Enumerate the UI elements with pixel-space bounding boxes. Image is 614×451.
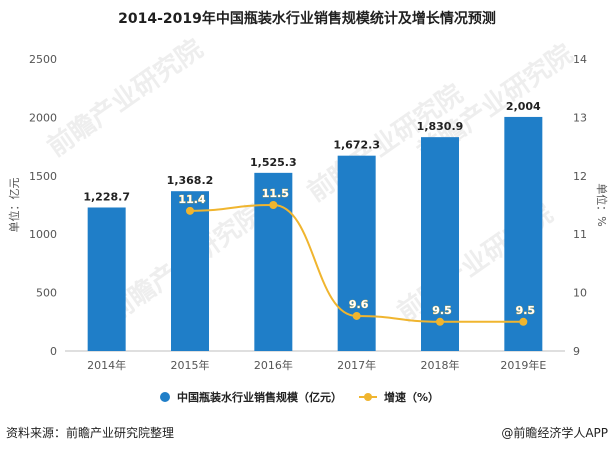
right-y-axis: 9 10 11 12 13 14 bbox=[573, 53, 587, 358]
left-y-tick-label: 2500 bbox=[29, 53, 57, 66]
bar-value-label: 1,830.9 bbox=[417, 120, 464, 133]
line-series: 11.4 11.5 9.6 9.5 9.5 bbox=[178, 187, 535, 326]
bar-value-label: 1,228.7 bbox=[83, 190, 130, 203]
growth-point bbox=[186, 206, 194, 215]
legend-line-label: 增速（%） bbox=[384, 390, 439, 404]
growth-value-label: 11.4 bbox=[178, 193, 205, 206]
bar bbox=[337, 155, 376, 351]
bar-series: 1,228.7 1,368.2 1,525.3 1,672.3 1,830.9 2,004 bbox=[83, 100, 543, 351]
growth-value-label: 9.5 bbox=[432, 304, 452, 317]
x-tick-label: 2015年 bbox=[171, 358, 210, 372]
x-tick-label: 2014年 bbox=[87, 358, 126, 372]
growth-value-label: 11.5 bbox=[262, 187, 289, 200]
right-y-axis-title: 单位：% bbox=[595, 183, 609, 226]
right-y-tick-label: 10 bbox=[573, 287, 587, 300]
growth-point bbox=[436, 317, 444, 326]
right-y-tick-label: 11 bbox=[573, 228, 587, 241]
watermark-text: 前瞻产业研究院 bbox=[42, 33, 209, 163]
left-y-axis-title: 单位：亿元 bbox=[7, 178, 21, 233]
x-tick-label: 2016年 bbox=[254, 358, 293, 372]
bar-value-label: 1,368.2 bbox=[167, 174, 214, 187]
legend-bar-swatch bbox=[160, 392, 170, 402]
bar bbox=[504, 116, 543, 351]
left-y-tick-label: 1000 bbox=[29, 228, 57, 241]
bar bbox=[87, 207, 126, 351]
bar bbox=[171, 191, 209, 351]
bar bbox=[421, 137, 459, 351]
right-y-tick-label: 12 bbox=[573, 170, 587, 183]
bar-value-label: 2,004 bbox=[506, 100, 541, 113]
growth-point bbox=[269, 201, 278, 209]
left-y-tick-label: 2000 bbox=[29, 111, 57, 124]
right-y-tick-label: 13 bbox=[573, 111, 587, 124]
left-y-tick-label: 500 bbox=[36, 287, 57, 300]
left-y-tick-label: 1500 bbox=[29, 170, 57, 183]
growth-line bbox=[189, 203, 524, 323]
growth-point bbox=[519, 317, 528, 326]
legend-bar-label: 中国瓶装水行业销售规模（亿元） bbox=[177, 390, 342, 404]
left-y-tick-label: 0 bbox=[50, 345, 57, 358]
legend-line-marker bbox=[364, 393, 372, 401]
brand-credit: @前瞻经济学人APP bbox=[501, 426, 608, 440]
chart-title: 2014-2019年中国瓶装水行业销售规模统计及增长情况预测 bbox=[118, 11, 496, 27]
x-tick-label: 2018年 bbox=[421, 358, 460, 372]
right-y-tick-label: 14 bbox=[573, 53, 587, 66]
left-y-axis: 0 500 1000 1500 2000 2500 bbox=[29, 53, 57, 358]
legend: 中国瓶装水行业销售规模（亿元） 增速（%） bbox=[160, 390, 439, 404]
source-note: 资料来源：前瞻产业研究院整理 bbox=[6, 426, 175, 440]
x-tick-label: 2017年 bbox=[337, 358, 376, 372]
growth-value-label: 9.6 bbox=[349, 298, 369, 311]
x-tick-label: 2019年E bbox=[500, 358, 546, 372]
right-y-tick-label: 9 bbox=[573, 345, 580, 358]
growth-point bbox=[352, 311, 361, 320]
x-axis: 2014年 2015年 2016年 2017年 2018年 2019年E bbox=[87, 358, 546, 372]
growth-value-label: 9.5 bbox=[516, 304, 536, 317]
bar-value-label: 1,672.3 bbox=[333, 139, 380, 152]
bar-value-label: 1,525.3 bbox=[250, 156, 297, 169]
